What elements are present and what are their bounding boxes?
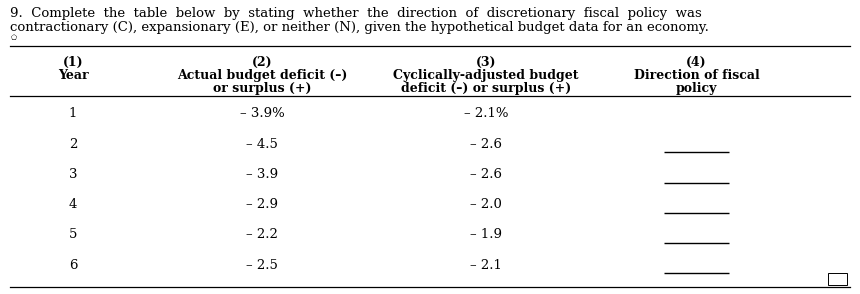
Bar <box>828 273 847 285</box>
Text: 6: 6 <box>69 259 77 272</box>
Text: – 2.2: – 2.2 <box>246 228 279 241</box>
Text: 2: 2 <box>69 138 77 151</box>
Text: Cyclically-adjusted budget: Cyclically-adjusted budget <box>393 69 579 82</box>
Text: (3): (3) <box>476 56 496 69</box>
Text: 5: 5 <box>69 228 77 241</box>
Text: (1): (1) <box>63 56 83 69</box>
Text: – 2.6: – 2.6 <box>470 138 502 151</box>
Text: 1: 1 <box>69 107 77 120</box>
Text: – 1.9: – 1.9 <box>470 228 502 241</box>
Text: or surplus (+): or surplus (+) <box>213 82 311 95</box>
Text: ⬠: ⬠ <box>10 35 17 41</box>
Text: – 2.1%: – 2.1% <box>464 107 508 120</box>
Text: – 2.9: – 2.9 <box>246 198 279 211</box>
Text: contractionary (C), expansionary (E), or neither (N), given the hypothetical bud: contractionary (C), expansionary (E), or… <box>10 21 710 34</box>
Text: – 2.1: – 2.1 <box>470 259 502 272</box>
Text: – 2.5: – 2.5 <box>246 259 279 272</box>
Text: – 4.5: – 4.5 <box>246 138 279 151</box>
Text: deficit (–) or surplus (+): deficit (–) or surplus (+) <box>401 82 571 95</box>
Text: policy: policy <box>676 82 717 95</box>
Text: Year: Year <box>58 69 89 82</box>
Text: (2): (2) <box>252 56 273 69</box>
Text: Actual budget deficit (–): Actual budget deficit (–) <box>177 69 347 82</box>
Text: 4: 4 <box>69 198 77 211</box>
Text: 9.  Complete  the  table  below  by  stating  whether  the  direction  of  discr: 9. Complete the table below by stating w… <box>10 7 702 20</box>
Text: – 2.0: – 2.0 <box>470 198 502 211</box>
Text: – 3.9%: – 3.9% <box>240 107 285 120</box>
Text: (4): (4) <box>686 56 707 69</box>
Text: Direction of fiscal: Direction of fiscal <box>634 69 759 82</box>
Text: 3: 3 <box>69 168 77 181</box>
Text: – 2.6: – 2.6 <box>470 168 502 181</box>
Text: – 3.9: – 3.9 <box>246 168 279 181</box>
